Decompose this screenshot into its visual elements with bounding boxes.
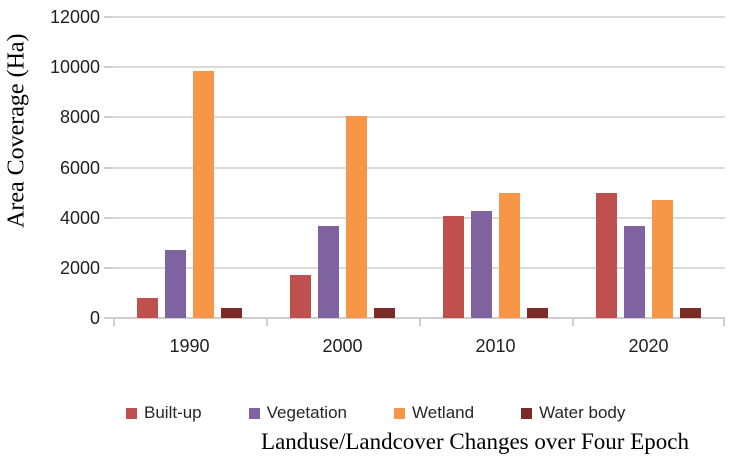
bar-vegetation-2000	[318, 226, 339, 318]
legend-item-vegetation: Vegetation	[248, 403, 347, 423]
x-axis-boundary-tick	[723, 318, 725, 326]
bar-built-up-2000	[290, 275, 311, 318]
legend: Built-up Vegetation Wetland Water body	[126, 403, 625, 423]
y-tick-2000	[104, 266, 113, 269]
x-axis-boundary-tick	[572, 318, 574, 326]
bar-water-body-2010	[527, 307, 548, 318]
bar-wetland-2020	[652, 200, 673, 318]
plot-area	[104, 16, 725, 326]
gridline-10000	[113, 66, 725, 69]
bar-built-up-2010	[443, 216, 464, 318]
legend-label: Built-up	[144, 403, 202, 422]
y-tick-label-12000: 12000	[49, 7, 100, 27]
bar-built-up-1990	[137, 297, 158, 318]
x-axis-boundary-tick	[266, 318, 268, 326]
y-tick-label-4000: 4000	[59, 207, 100, 228]
gridline-12000	[113, 16, 725, 18]
legend-label: Water body	[539, 403, 626, 422]
legend-label: Wetland	[412, 403, 475, 422]
category-label-2020: 2020	[628, 336, 669, 356]
x-axis-boundary-tick	[113, 318, 115, 326]
y-tick-8000	[104, 116, 113, 119]
bar-vegetation-2010	[471, 211, 492, 318]
bar-built-up-2020	[596, 192, 617, 318]
bar-water-body-2020	[680, 307, 701, 318]
bar-wetland-2010	[499, 192, 520, 318]
y-tick-label-10000: 10000	[49, 57, 100, 78]
category-label-1990: 1990	[169, 336, 210, 356]
gridline-2000	[113, 266, 725, 269]
legend-swatch-icon	[126, 407, 137, 419]
legend-swatch-icon	[394, 407, 405, 419]
bar-group-2010	[419, 17, 572, 318]
y-tick-label-2000: 2000	[59, 257, 100, 278]
bar-group-1990	[113, 17, 266, 318]
category-label-2000: 2000	[322, 336, 363, 356]
bar-water-body-1990	[221, 307, 242, 318]
bar-wetland-2000	[346, 116, 367, 318]
y-tick-0	[104, 317, 113, 319]
y-tick-10000	[104, 66, 113, 69]
y-tick-4000	[104, 216, 113, 219]
bar-vegetation-1990	[165, 250, 186, 318]
legend-item-built-up: Built-up	[126, 403, 202, 423]
y-tick-label-6000: 6000	[59, 157, 100, 178]
legend-label: Vegetation	[266, 403, 347, 422]
gridline-4000	[113, 216, 725, 219]
legend-swatch-icon	[248, 407, 260, 419]
y-tick-6000	[104, 166, 113, 169]
bar-group-2000	[266, 17, 419, 318]
legend-item-water-body: Water body	[521, 403, 625, 423]
bar-water-body-2000	[374, 307, 395, 318]
chart-title: Landuse/Landcover Changes over Four Epoc…	[261, 429, 689, 454]
bar-group-2020	[572, 17, 725, 318]
x-axis-boundary-tick	[419, 318, 421, 326]
legend-swatch-icon	[521, 407, 533, 419]
gridline-6000	[113, 166, 725, 169]
bar-wetland-1990	[193, 70, 214, 318]
legend-item-wetland: Wetland	[394, 403, 474, 423]
gridline-8000	[113, 116, 725, 119]
bar-vegetation-2020	[624, 226, 645, 318]
y-tick-label-8000: 8000	[59, 107, 100, 128]
category-label-2010: 2010	[475, 336, 516, 356]
y-tick-12000	[104, 16, 113, 18]
y-tick-label-0: 0	[89, 308, 100, 328]
